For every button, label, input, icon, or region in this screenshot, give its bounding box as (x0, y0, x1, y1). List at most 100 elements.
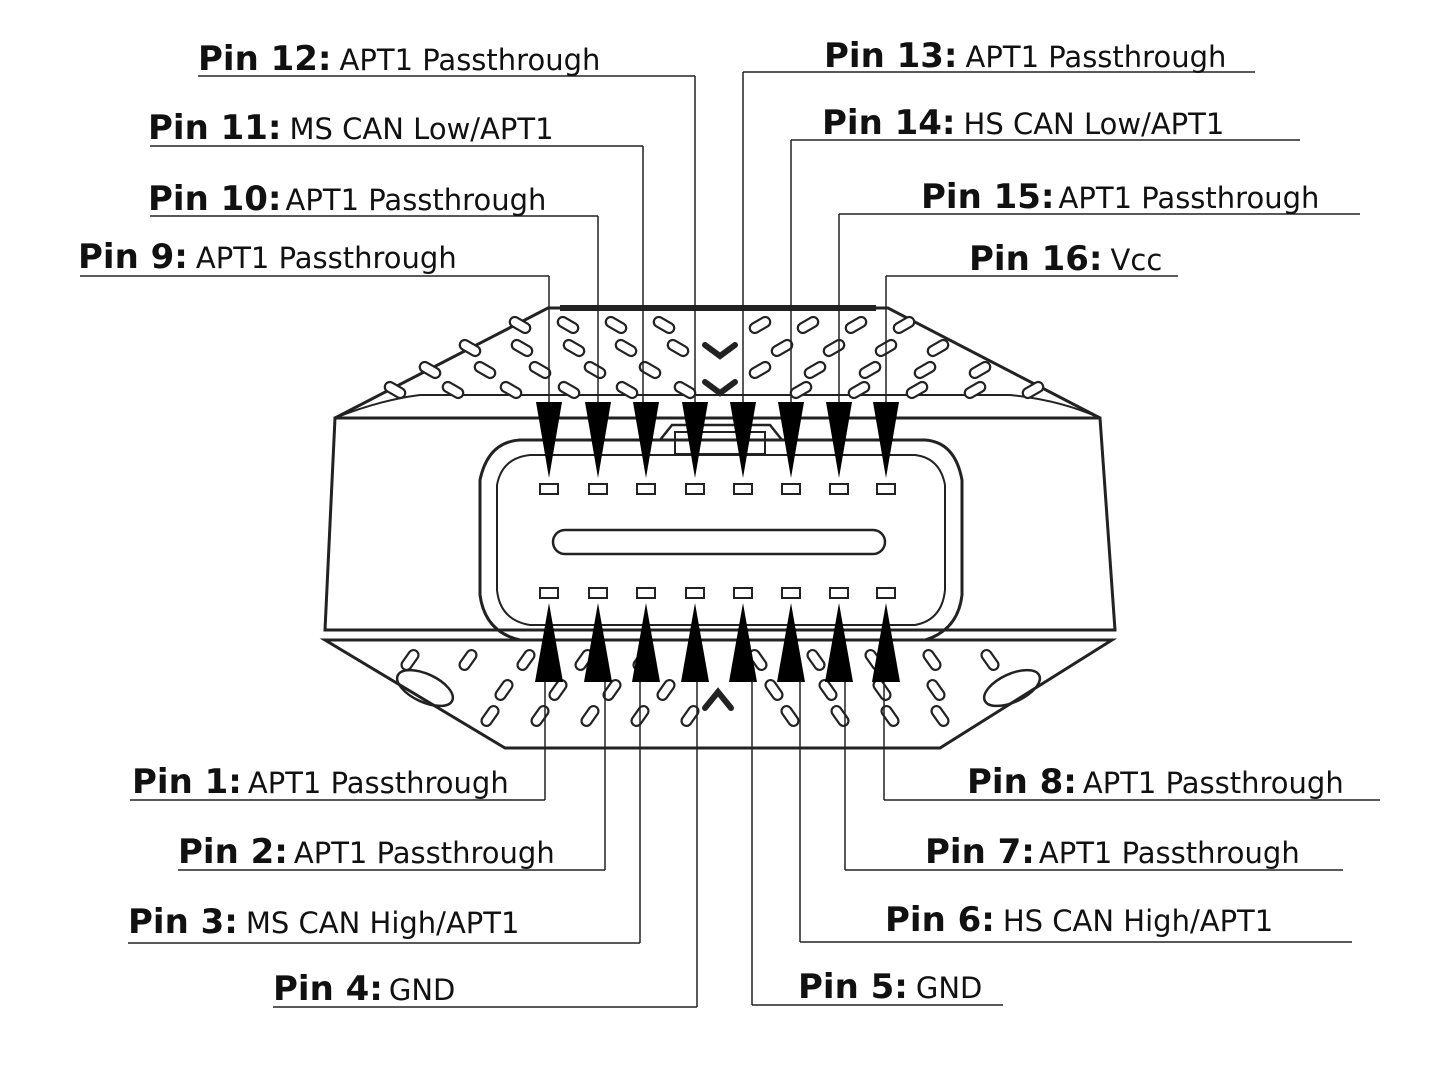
pin-15-leader (838, 213, 1360, 402)
pin-2-leader (178, 682, 606, 871)
pin-14-label: Pin 14: HS CAN Low/APT1 (822, 103, 1224, 143)
vent-hole (796, 315, 820, 335)
pin-1-arrow (535, 603, 563, 682)
vent-hole (473, 360, 497, 380)
pin-arrow-group (535, 402, 900, 682)
vent-hole (580, 704, 600, 728)
pin-16-label: Pin 16: Vcc (969, 239, 1162, 279)
vent-chevron (702, 379, 738, 397)
vent-hole (926, 338, 950, 358)
pin-12-label: Pin 12: APT1 Passthrough (198, 39, 600, 79)
pin-7-leader (844, 682, 1343, 871)
pin-8-label: Pin 8: APT1 Passthrough (967, 762, 1344, 802)
pin-3-leader (128, 682, 641, 944)
pin-6-arrow (777, 603, 805, 682)
pin-8-leader (883, 682, 1380, 801)
vent-hole (494, 678, 514, 702)
pin-socket-3 (636, 587, 656, 599)
vent-hole (963, 380, 987, 400)
pin-9-label: Pin 9: APT1 Passthrough (78, 237, 457, 277)
pin-13-arrow (730, 402, 756, 478)
pin-12-leader (198, 75, 696, 402)
vent-hole (666, 338, 690, 358)
pin-15-label: Pin 15: APT1 Passthrough (921, 177, 1319, 217)
vent-hole (499, 380, 523, 400)
pin-socket-13 (733, 483, 753, 495)
pin-socket-15 (829, 483, 849, 495)
vent-hole (458, 338, 482, 358)
vent-chevron (702, 342, 738, 360)
vent-hole (818, 678, 838, 702)
pin-6-label: Pin 6: HS CAN High/APT1 (885, 900, 1273, 940)
pin-11-leader (150, 145, 644, 402)
pin-socket-4 (685, 587, 705, 599)
vent-hole (748, 315, 772, 335)
pin-socket-11 (636, 483, 656, 495)
vent-hole (764, 678, 784, 702)
pin-11-arrow (633, 402, 659, 478)
vent-hole (562, 338, 586, 358)
vent-hole (530, 704, 550, 728)
pin-7-label: Pin 7: APT1 Passthrough (925, 832, 1300, 872)
vent-hole (830, 704, 850, 728)
pin-11-label: Pin 11: MS CAN Low/APT1 (148, 108, 554, 148)
pin-13-leader (742, 71, 1255, 402)
vent-hole (858, 360, 882, 380)
pin-3-label: Pin 3: MS CAN High/APT1 (128, 902, 519, 942)
vent-hole (557, 380, 581, 400)
pin-socket-7 (829, 587, 849, 599)
vent-hole (905, 380, 929, 400)
vent-hole (548, 678, 568, 702)
pin-socket-group (539, 483, 896, 599)
vent-hole (615, 380, 639, 400)
pin-socket-1 (539, 587, 559, 599)
pin-socket-8 (876, 587, 896, 599)
vent-hole (922, 648, 942, 672)
pin-14-leader (790, 139, 1300, 402)
vent-hole (652, 315, 676, 335)
vent-hole (458, 648, 478, 672)
pin-6-leader (799, 682, 1352, 943)
vent-hole (968, 360, 992, 380)
pin-12-arrow (682, 402, 708, 478)
bottom-pin-labels: Pin 1: APT1 Passthrough Pin 2: APT1 Passth… (128, 762, 1344, 1009)
vent-hole (510, 338, 534, 358)
vent-hole (556, 315, 580, 335)
pin-5-arrow (729, 603, 757, 682)
pin-13-label: Pin 13: APT1 Passthrough (824, 36, 1226, 76)
pin-8-arrow (872, 603, 900, 682)
pin-socket-12 (685, 483, 705, 495)
vent-hole (926, 678, 946, 702)
pin-socket-6 (781, 587, 801, 599)
vent-hole (780, 704, 800, 728)
vent-hole (748, 360, 772, 380)
vent-hole (400, 648, 420, 672)
vent-hole (480, 704, 500, 728)
pin-5-leader (751, 682, 1003, 1006)
vent-hole (508, 315, 532, 335)
connector-body (319, 305, 1118, 750)
pin-socket-14 (781, 483, 801, 495)
pin-9-arrow (536, 402, 562, 478)
pin-14-arrow (778, 402, 804, 478)
pin-2-arrow (584, 603, 612, 682)
pin-16-arrow (873, 402, 899, 478)
vent-hole (930, 704, 950, 728)
pin-3-arrow (632, 603, 660, 682)
vent-hole (383, 380, 407, 400)
vent-hole (803, 360, 827, 380)
pin-4-arrow (681, 603, 709, 682)
vent-hole (656, 678, 676, 702)
vent-hole (892, 315, 916, 335)
vent-hole (604, 315, 628, 335)
vent-hole (980, 648, 1000, 672)
vent-hole (847, 380, 871, 400)
pin-15-arrow (826, 402, 852, 478)
vent-hole (614, 338, 638, 358)
pin-1-leader (130, 682, 546, 801)
pin-9-leader (80, 275, 550, 402)
top-pin-labels: Pin 9: APT1 Passthrough Pin 10: APT1 Passt… (78, 36, 1319, 279)
vent-hole (1021, 380, 1045, 400)
vent-hole (913, 360, 937, 380)
